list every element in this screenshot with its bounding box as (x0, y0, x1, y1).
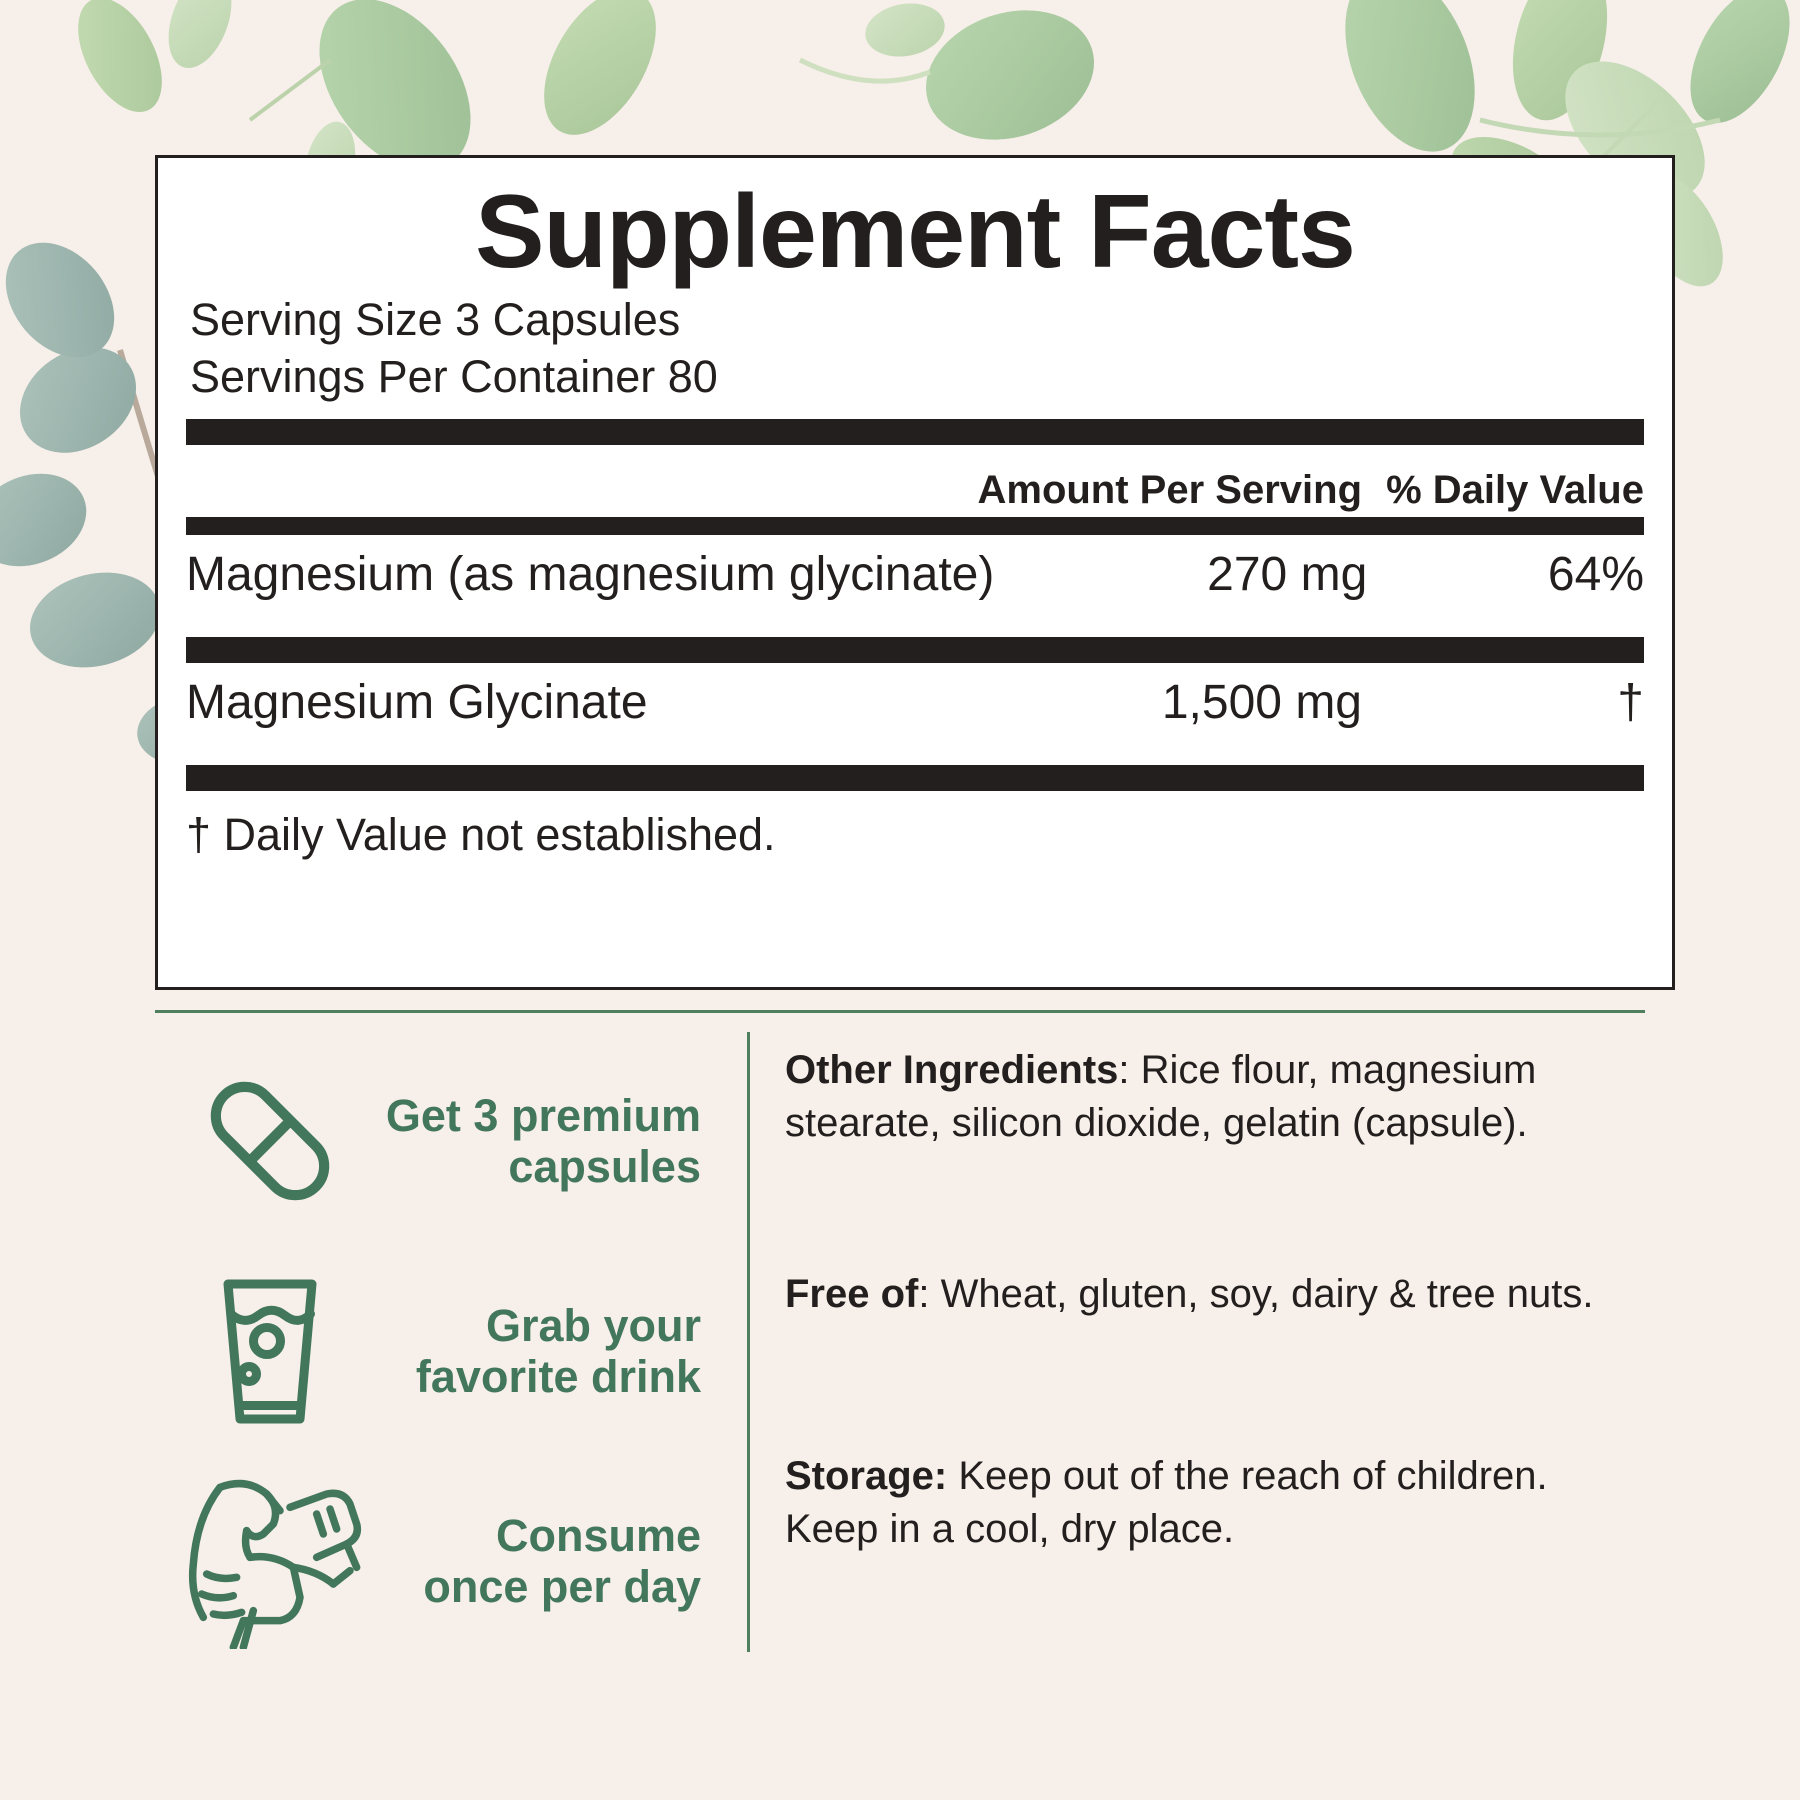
page-title: Supplement Facts (475, 174, 1356, 290)
section-top-rule (155, 1010, 1645, 1013)
other-ingredients-separator: : (1118, 1048, 1141, 1092)
table-header-row: Amount Per Serving % Daily Value (186, 445, 1644, 517)
rule-thick-bottom (186, 765, 1644, 792)
serving-size: Serving Size 3 Capsules (190, 294, 681, 345)
rule-between-rows (186, 637, 1644, 664)
column-header-daily-value: % Daily Value (1386, 468, 1644, 513)
free-of-text: Wheat, gluten, soy, dairy & tree nuts. (940, 1271, 1594, 1316)
capsule-icon (155, 1056, 385, 1226)
nutrient-amount: 270 mg (1207, 548, 1368, 602)
step-label: Consume once per day (423, 1509, 701, 1612)
servings-per-container: Servings Per Container 80 (190, 350, 718, 402)
other-ingredients-text: Rice flour, magnesium stearate, silicon … (785, 1048, 1537, 1145)
nutrient-name: Magnesium Glycinate (186, 676, 648, 730)
free-of-separator: : (918, 1271, 941, 1316)
storage-text: Keep out of the reach of children. Keep … (785, 1454, 1548, 1552)
step-label: Grab your favorite drink (415, 1299, 701, 1402)
daily-value-footnote: † Daily Value not established. (186, 809, 776, 861)
storage-separator (947, 1454, 958, 1498)
step-label: Get 3 premium capsules (385, 1089, 701, 1192)
nutrient-amount: 1,500 mg (1161, 676, 1362, 730)
nutrient-daily-value: 64% (1547, 548, 1644, 602)
supplement-facts-panel: Supplement Facts Serving Size 3 Capsules… (155, 155, 1675, 990)
nutrient-daily-value: † (1617, 676, 1644, 730)
list-item: Consume once per day (155, 1456, 725, 1666)
free-of-label: Free of (785, 1271, 919, 1316)
list-item: Grab your favorite drink (155, 1246, 725, 1456)
other-ingredients-paragraph: Other Ingredients: Rice flour, magnesium… (785, 1044, 1645, 1150)
storage-label: Storage: (785, 1454, 948, 1499)
rule-under-header (186, 517, 1644, 536)
table-row: Magnesium (as magnesium glycinate) 270 m… (186, 535, 1644, 623)
other-ingredients-label: Other Ingredients (785, 1048, 1119, 1092)
water-glass-icon (155, 1269, 385, 1434)
nutrient-name: Magnesium (as magnesium glycinate) (186, 548, 995, 602)
free-of-paragraph: Free of: Wheat, gluten, soy, dairy & tre… (785, 1268, 1645, 1321)
product-details: Other Ingredients: Rice flour, magnesium… (785, 1036, 1645, 1556)
leaf-cluster-top-center (798, 3, 1095, 140)
person-drinking-icon (155, 1474, 385, 1649)
section-vertical-divider (747, 1032, 750, 1652)
column-header-amount: Amount Per Serving (977, 468, 1362, 513)
list-item: Get 3 premium capsules (155, 1036, 725, 1246)
table-row: Magnesium Glycinate 1,500 mg † (186, 663, 1644, 751)
rule-thick-top (186, 419, 1644, 446)
usage-info-section: Get 3 premium capsules Grab your favorit… (155, 1010, 1675, 1670)
storage-paragraph: Storage: Keep out of the reach of childr… (785, 1450, 1645, 1556)
usage-steps-list: Get 3 premium capsules Grab your favorit… (155, 1036, 725, 1666)
